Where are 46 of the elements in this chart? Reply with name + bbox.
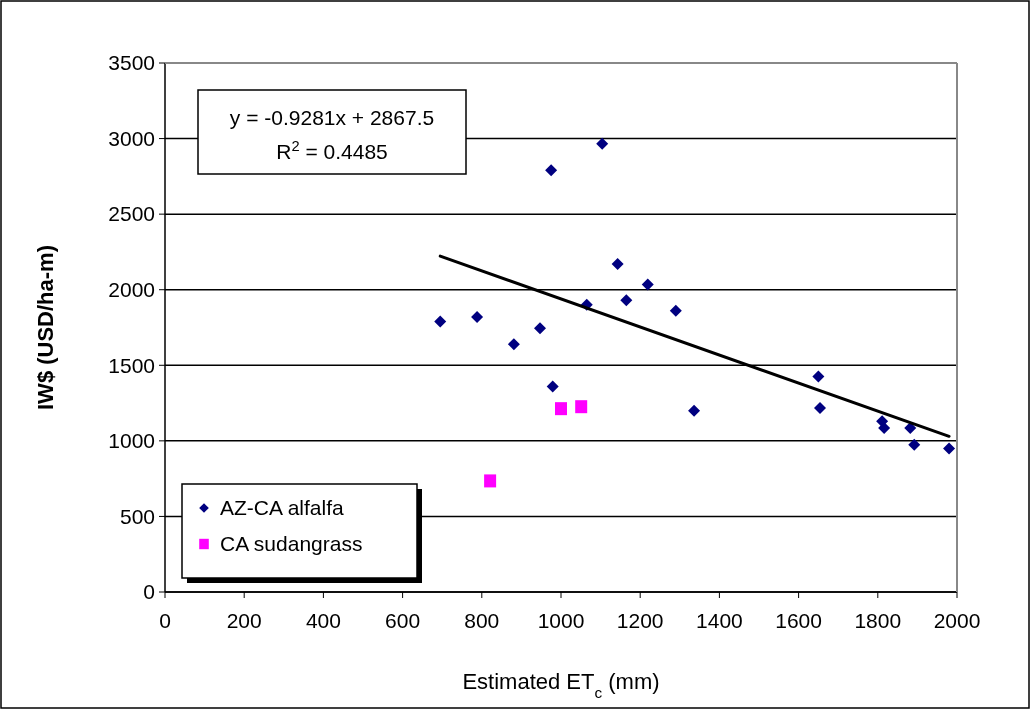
annotation: R$^{2}$ = 0.4485 — [276, 138, 388, 163]
point — [534, 322, 547, 335]
point — [484, 474, 497, 488]
point — [611, 258, 624, 271]
point — [596, 137, 609, 150]
point — [507, 338, 520, 351]
point — [575, 400, 588, 414]
point — [471, 310, 484, 323]
y-tick-label: 3500 — [108, 51, 155, 75]
point — [943, 442, 956, 455]
point — [545, 164, 558, 177]
point — [904, 422, 917, 435]
x-tick-label: 400 — [305, 609, 341, 632]
y-tick-label: 1000 — [108, 429, 155, 453]
point — [669, 304, 682, 317]
point — [620, 294, 633, 307]
y-tick-label: 500 — [119, 504, 155, 528]
point — [878, 422, 891, 435]
x-tick-label: 1600 — [775, 609, 822, 632]
point — [555, 402, 567, 416]
point — [812, 370, 825, 383]
x-axis-title: Estimated ET$_{c}$ (mm) — [462, 669, 660, 701]
x-tick-label: 1800 — [854, 609, 902, 632]
x-tick-label: 600 — [385, 609, 421, 632]
point — [546, 380, 559, 393]
x-tick-label: 1400 — [696, 609, 743, 632]
legend-label: CA sudangrass — [220, 532, 363, 556]
x-tick-label: 0 — [159, 609, 171, 632]
x-tick-label: 2000 — [933, 609, 981, 632]
point — [434, 315, 447, 328]
y-tick-label: 3000 — [108, 126, 155, 150]
point — [813, 401, 826, 414]
y-tick-label: 2500 — [108, 202, 155, 226]
x-tick-label: 1000 — [537, 609, 585, 632]
point — [641, 278, 654, 291]
y-axis-title: IW$ (USD/ha-m) — [33, 245, 58, 410]
point — [688, 404, 701, 417]
legend-label: AZ-CA alfalfa — [220, 496, 345, 520]
y-tick-label: 0 — [143, 580, 155, 604]
x-tick-label: 1200 — [616, 609, 664, 632]
point — [908, 438, 921, 451]
y-tick-label: 1500 — [108, 353, 155, 377]
x-tick-label: 800 — [464, 609, 500, 632]
annotation: y = -0.9281x + 2867.5 — [229, 106, 435, 129]
y-tick-label: 2000 — [108, 278, 155, 302]
x-tick-label: 200 — [226, 609, 262, 632]
